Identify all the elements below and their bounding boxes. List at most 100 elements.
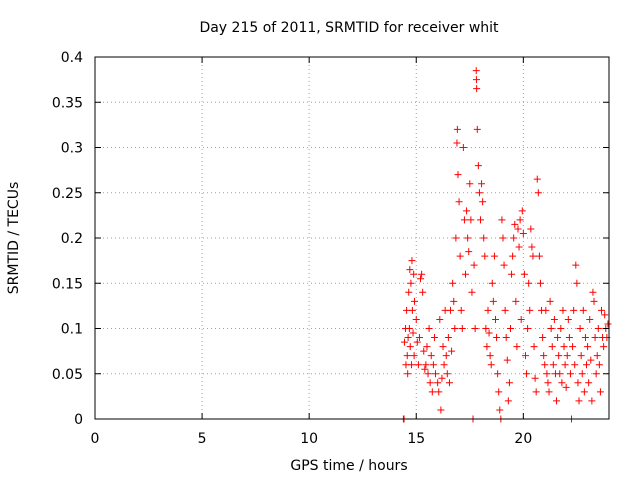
data-point — [413, 338, 421, 346]
chart-title: Day 215 of 2011, SRMTID for receiver whi… — [199, 20, 499, 36]
data-point — [427, 352, 435, 360]
data-point — [590, 297, 598, 305]
axis-ticks — [94, 56, 609, 420]
data-point — [532, 388, 540, 396]
data-point — [533, 175, 541, 183]
data-point — [435, 388, 443, 396]
data-point — [524, 325, 532, 332]
data-point — [485, 329, 493, 337]
data-point — [601, 311, 609, 319]
data-point — [547, 325, 555, 332]
data-point — [472, 76, 480, 84]
data-point — [534, 189, 542, 197]
data-point — [458, 325, 466, 332]
data-point — [456, 252, 464, 260]
data-point — [565, 334, 573, 342]
data-point — [543, 370, 551, 378]
data-point — [579, 306, 587, 314]
data-point — [531, 374, 539, 382]
data-point — [586, 315, 594, 323]
y-tick-label: 0.4 — [61, 50, 83, 66]
data-point — [494, 370, 502, 378]
data-point — [521, 352, 529, 360]
data-point — [488, 279, 496, 287]
data-point — [464, 234, 472, 242]
data-point — [470, 261, 478, 269]
data-point — [539, 334, 547, 342]
data-point — [541, 361, 549, 369]
data-point — [580, 388, 588, 396]
data-point — [593, 352, 601, 360]
data-point — [439, 343, 447, 351]
data-point — [508, 270, 516, 278]
data-point — [483, 343, 491, 351]
data-point — [414, 361, 422, 369]
data-point — [578, 370, 586, 378]
y-tick-label: 0.05 — [52, 367, 83, 383]
data-point — [482, 325, 490, 332]
data-point — [600, 343, 608, 351]
data-point — [569, 343, 577, 351]
data-point — [400, 338, 408, 346]
data-point — [598, 306, 606, 314]
data-point — [428, 388, 436, 396]
data-point — [570, 306, 578, 314]
data-point — [420, 347, 428, 355]
data-point — [503, 356, 511, 364]
data-point — [585, 379, 593, 387]
data-point — [581, 334, 589, 342]
data-point — [408, 361, 416, 369]
data-point — [584, 343, 592, 351]
data-point — [447, 306, 455, 314]
data-point — [550, 315, 558, 323]
data-point — [432, 370, 440, 378]
data-point — [425, 325, 433, 332]
data-point — [546, 297, 554, 305]
y-tick-label: 0.25 — [52, 186, 83, 202]
data-point — [442, 352, 450, 360]
data-point — [491, 315, 499, 323]
data-point — [408, 257, 416, 265]
data-point — [468, 288, 476, 296]
data-point — [481, 252, 489, 260]
data-point — [460, 216, 468, 224]
data-point — [484, 306, 492, 314]
data-point — [583, 361, 591, 369]
data-point — [558, 379, 566, 387]
data-point — [502, 334, 510, 342]
data-point — [453, 125, 461, 133]
data-point — [535, 252, 543, 260]
data-point — [554, 334, 562, 342]
data-point — [407, 279, 415, 287]
data-point — [511, 220, 519, 228]
data-point — [477, 216, 484, 224]
data-point — [450, 297, 458, 305]
data-point — [415, 334, 423, 342]
data-point — [514, 225, 522, 233]
data-point — [591, 334, 599, 342]
data-point — [564, 315, 572, 323]
data-point — [457, 306, 465, 314]
data-point — [479, 198, 487, 206]
data-point — [478, 180, 486, 188]
data-point — [528, 243, 536, 251]
x-tick-label: 10 — [300, 431, 318, 447]
data-point — [501, 306, 509, 314]
data-point — [596, 388, 604, 396]
data-point — [504, 397, 512, 405]
data-point — [518, 207, 526, 215]
data-point — [588, 397, 596, 405]
data-point — [549, 361, 557, 369]
data-point — [438, 374, 446, 382]
data-point — [443, 370, 451, 378]
data-point — [573, 279, 581, 287]
data-point — [423, 343, 431, 351]
data-point — [424, 370, 432, 378]
data-point — [480, 234, 488, 242]
data-point — [589, 288, 597, 296]
data-point — [587, 356, 595, 364]
data-point — [548, 343, 556, 351]
data-point — [576, 325, 584, 332]
data-point — [545, 388, 553, 396]
